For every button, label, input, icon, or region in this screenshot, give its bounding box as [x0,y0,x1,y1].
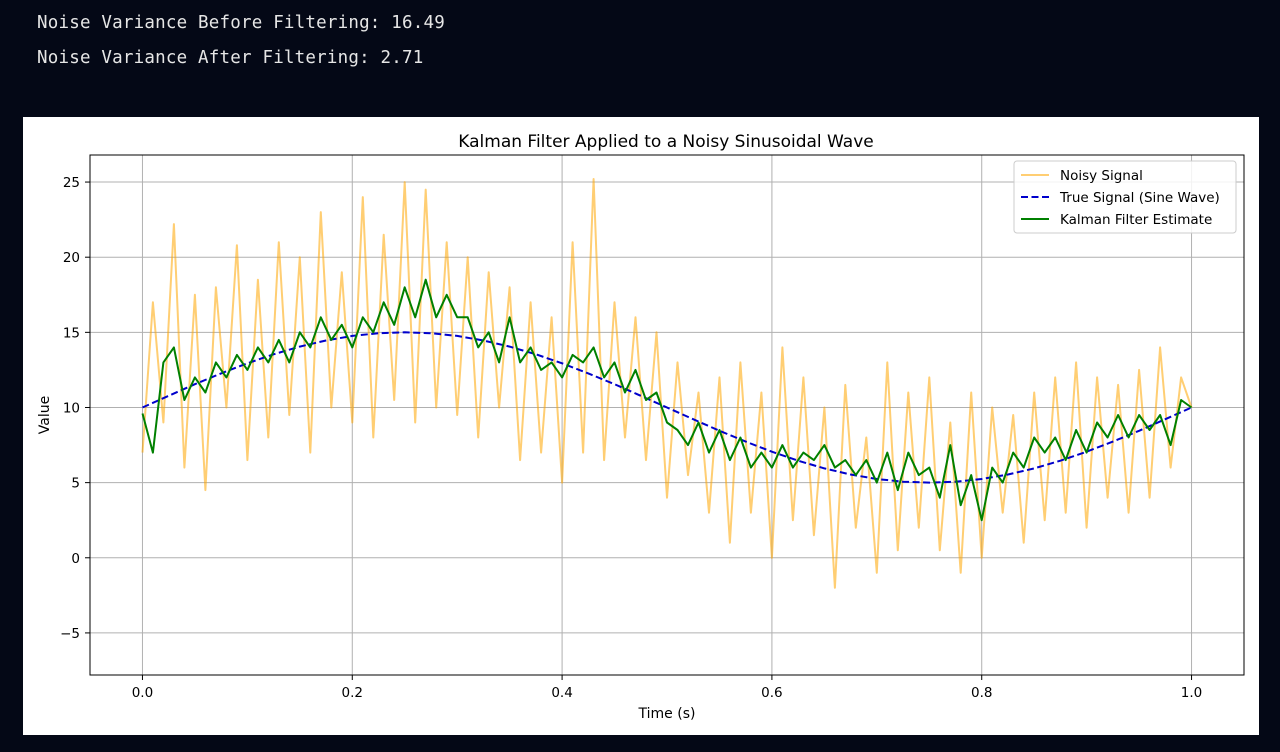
legend-label-kalman-filter-estimate: Kalman Filter Estimate [1060,212,1212,228]
x-tick-label-0: 0.0 [132,685,153,701]
series-line-kalman-filter-estimate [141,278,1193,522]
x-tick-label-3: 0.6 [761,685,782,701]
y-tick-label-1: 0 [71,551,80,567]
y-axis-label: Value [37,396,53,434]
legend: Noisy Signal True Signal (Sine Wave) Kalma… [1013,160,1237,234]
y-tick-label-4: 15 [63,325,80,341]
plot-frame [89,154,1245,676]
legend-label-noisy-signal: Noisy Signal [1060,168,1143,184]
x-axis-label: Time (s) [638,706,696,722]
x-tick-label-2: 0.4 [551,685,572,701]
legend-box [1013,160,1237,234]
series-lines [141,178,1193,589]
x-tick-label-4: 0.8 [971,685,992,701]
noise-variance-before-text: Noise Variance Before Filtering: 16.49 [37,13,445,33]
series-line-noisy-signal [141,178,1193,589]
y-tick-label-5: 20 [63,250,80,266]
chart-figure: Kalman Filter Applied to a Noisy Sinusoi… [23,117,1259,735]
legend-label-true-signal-sine-wave: True Signal (Sine Wave) [1059,190,1220,206]
chart-svg: Kalman Filter Applied to a Noisy Sinusoi… [37,132,1245,722]
y-tick-label-3: 10 [63,400,80,416]
series-line-true-signal-sine-wave [142,331,1192,484]
noise-variance-after-text: Noise Variance After Filtering: 2.71 [37,48,424,68]
x-tick-label-5: 1.0 [1181,685,1202,701]
x-tick-label-1: 0.2 [342,685,363,701]
y-tick-label-2: 5 [71,476,80,492]
y-tick-label-0: −5 [60,626,80,642]
axis-ticks: 0.0 0.2 0.4 0.6 0.8 1.0 −5 0 5 10 15 20 25 [60,175,1202,701]
y-tick-label-6: 25 [63,175,80,191]
chart-title: Kalman Filter Applied to a Noisy Sinusoi… [458,132,873,152]
